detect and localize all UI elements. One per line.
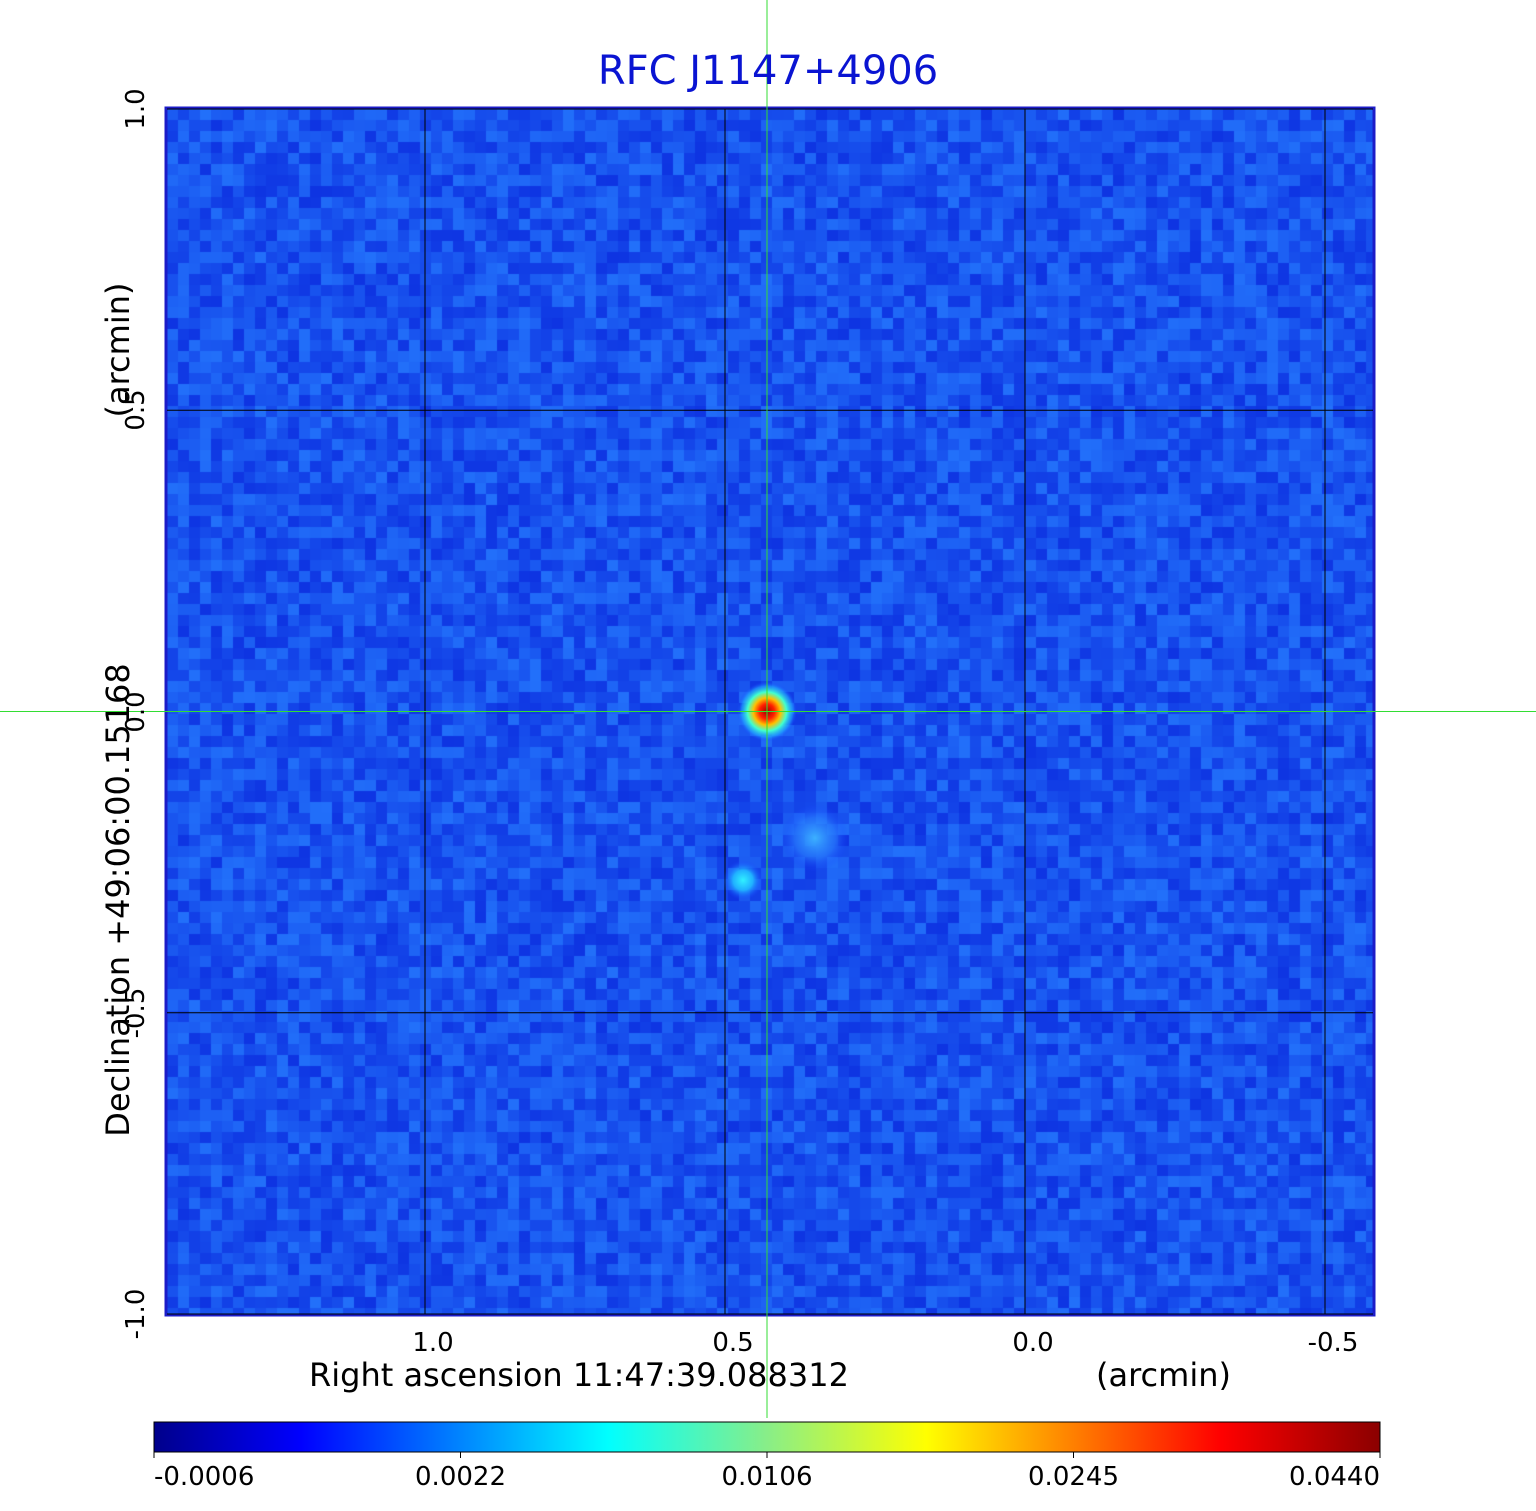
colorbar: [153, 1421, 1381, 1453]
y-tick-label: -1.0: [121, 1288, 151, 1340]
source-3: [781, 804, 849, 873]
x-tick-label: 1.0: [412, 1328, 454, 1358]
x-tick-label: 0.0: [1012, 1328, 1054, 1358]
x-tick-label: 0.5: [712, 1328, 754, 1358]
y-tick-label: 0.5: [121, 389, 151, 431]
colorbar-tick-label: 0.0022: [415, 1462, 506, 1492]
x-axis-unit: (arcmin): [1096, 1356, 1231, 1394]
y-tick-label: -0.5: [121, 987, 151, 1039]
colorbar-tick-label: 0.0440: [1289, 1462, 1380, 1492]
colorbar-ticks: [153, 1452, 1381, 1458]
x-axis-label: Right ascension 11:47:39.088312: [309, 1356, 849, 1394]
x-tick-label: -0.5: [1307, 1328, 1359, 1358]
chart-title: RFC J1147+4906: [597, 48, 939, 94]
colorbar-tick-label: 0.0245: [1028, 1462, 1119, 1492]
crosshair: [0, 0, 1536, 1418]
colorbar-tick-label: 0.0106: [721, 1462, 813, 1492]
y-tick-label: 1.0: [121, 88, 151, 130]
colorbar-tick-label: -0.0006: [154, 1462, 255, 1492]
y-tick-label: 0.0: [121, 690, 151, 733]
source-2: [723, 860, 763, 901]
y-axis-label: Declination +49:06:00.15168: [99, 663, 137, 1137]
